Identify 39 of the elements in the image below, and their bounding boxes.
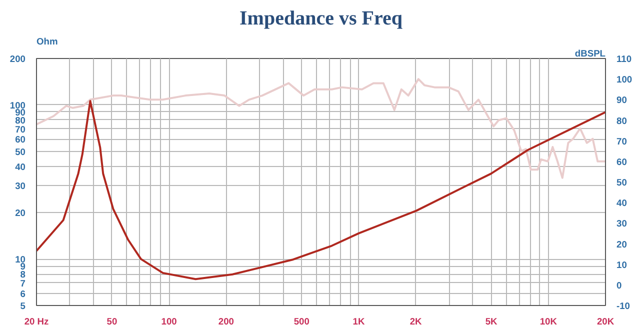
x-tick-label: 200 [218,316,234,326]
x-tick-label: 10K [540,316,558,326]
y-tick-label: 30 [15,181,26,192]
y2-tick-label: 100 [616,74,632,85]
y2-axis-title: dBSPL [574,48,606,58]
y-tick-label: 8 [20,270,26,280]
x-tick-label: 500 [294,316,310,326]
x-tick-label: 50 [106,316,118,326]
x-tick-label: 1K [352,316,365,326]
y-tick-label: 50 [15,146,26,157]
y-tick-label: 70 [15,124,26,134]
y-tick-label: 80 [15,115,26,126]
y-tick-label: 60 [15,134,26,145]
x-tick-label: 5K [485,316,498,326]
y2-tick-label: 30 [616,218,627,229]
y-tick-label: 40 [15,162,26,172]
y-tick-label: 7 [20,278,26,288]
y2-tick-label: -10 [616,301,630,311]
y-tick-label: 9 [20,262,26,272]
y2-tick-label: 110 [616,54,632,64]
y2-tick-label: 50 [616,178,627,188]
y2-tick-label: 0 [616,280,622,290]
y-tick-label: 200 [10,54,26,64]
y2-tick-label: 80 [616,116,627,126]
y-tick-label: 6 [20,288,26,299]
y2-tick-label: 40 [616,198,627,208]
y2-tick-label: 70 [616,136,627,146]
x-tick-label: 100 [161,316,177,326]
y2-tick-label: 10 [616,260,627,270]
x-tick-label: 2K [410,316,422,326]
chart-title: Impedance vs Freq [240,8,402,30]
x-tick-label: 20K [596,316,614,326]
y2-tick-label: 60 [616,156,627,167]
y-tick-label: 5 [20,301,26,311]
y-tick-label: 20 [15,208,26,218]
y2-tick-label: 20 [616,239,627,250]
x-tick-label: 20 Hz [24,316,50,326]
y2-tick-label: 90 [616,95,627,106]
y-axis-title: Ohm [36,36,58,46]
